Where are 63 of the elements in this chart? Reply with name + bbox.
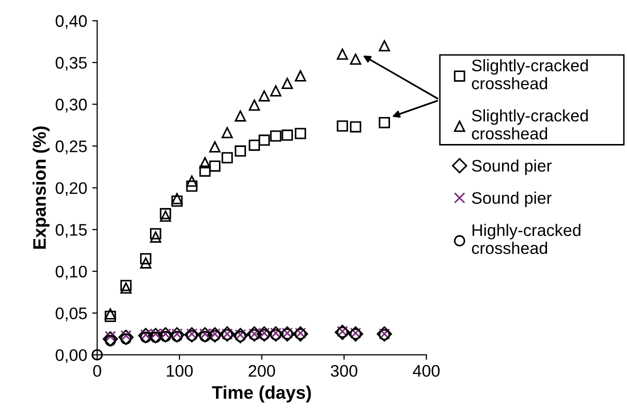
- point: [186, 175, 198, 187]
- x-tick-label: 100: [166, 364, 193, 377]
- legend-label: Slightly-cracked crosshead: [472, 109, 588, 140]
- point: [92, 349, 103, 360]
- point: [350, 121, 362, 132]
- y-tick-label: 0,30: [56, 98, 87, 112]
- point: [294, 70, 306, 82]
- y-tick-label: 0,20: [56, 182, 87, 196]
- y-tick-label: 0,00: [56, 349, 87, 363]
- point: [102, 331, 118, 347]
- point: [120, 280, 132, 292]
- x-tick-label: 0: [93, 364, 102, 377]
- point: [120, 282, 132, 294]
- point: [222, 152, 233, 164]
- point: [232, 328, 248, 344]
- point: [199, 157, 211, 168]
- x-tick-label: 300: [330, 364, 358, 377]
- x-tick-label: 200: [248, 364, 276, 377]
- point: [336, 48, 348, 60]
- y-tick-label: 0,35: [56, 56, 87, 71]
- point: [118, 330, 134, 345]
- point: [350, 54, 362, 65]
- point: [160, 208, 172, 220]
- point: [140, 253, 152, 264]
- point: [222, 127, 233, 138]
- point: [258, 134, 270, 146]
- point: [248, 140, 260, 151]
- point: [209, 141, 220, 152]
- legend-label: Sound pier: [472, 192, 552, 208]
- point: [270, 130, 282, 142]
- point: [234, 145, 246, 157]
- y-tick-label: 0,05: [56, 307, 87, 322]
- point: [150, 231, 162, 243]
- y-tick-label: 0,10: [56, 266, 87, 280]
- x-tick-label: 400: [412, 364, 440, 377]
- point: [199, 165, 211, 177]
- legend-label: Sound pier: [472, 159, 552, 175]
- point: [258, 90, 270, 102]
- y-tick-label: 0,25: [56, 140, 87, 154]
- point: [104, 310, 116, 322]
- point: [378, 117, 390, 128]
- point: [104, 308, 116, 320]
- y-axis-title: Expansion (%): [32, 126, 50, 249]
- point: [294, 128, 306, 140]
- point: [171, 193, 183, 204]
- point: [378, 40, 390, 52]
- legend-label: Slightly-cracked crosshead: [472, 59, 588, 90]
- point: [234, 110, 246, 122]
- point: [209, 160, 220, 172]
- point: [248, 99, 260, 111]
- point: [282, 78, 293, 90]
- y-tick-label: 0,40: [56, 15, 87, 29]
- point: [140, 257, 152, 269]
- point: [336, 120, 348, 132]
- point: [270, 85, 282, 97]
- point: [282, 130, 293, 141]
- y-tick-label: 0,15: [56, 224, 87, 238]
- point: [160, 210, 172, 222]
- x-axis-title: Time (days): [212, 386, 311, 402]
- point: [150, 228, 162, 240]
- point: [171, 196, 183, 207]
- point: [186, 180, 198, 192]
- legend-label: Highly-cracked crosshead: [472, 224, 580, 254]
